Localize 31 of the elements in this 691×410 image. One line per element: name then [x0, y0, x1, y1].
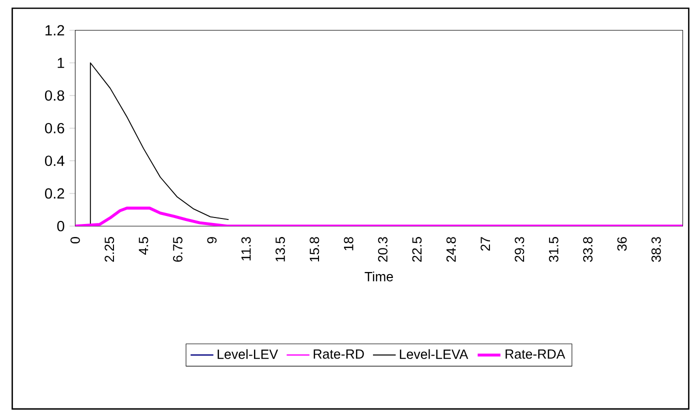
y-tick-label: 1.2 — [46, 25, 64, 36]
legend-label: Level-LEVA — [400, 349, 468, 359]
x-tick-label: 27 — [480, 237, 490, 251]
legend-label: Level-LEV — [218, 349, 278, 359]
x-tick-label: 31.5 — [548, 236, 558, 262]
y-tick-label: 0.4 — [45, 156, 64, 166]
x-tick-label: 22.5 — [412, 236, 422, 262]
x-tick-label: 36 — [617, 236, 627, 251]
x-tick-label: 29.3 — [514, 236, 524, 262]
x-tick-label: 24.8 — [446, 236, 456, 262]
x-tick-label: 0 — [70, 236, 80, 244]
x-axis-title: Time — [364, 271, 393, 282]
x-tick-label: 9 — [207, 236, 217, 244]
x-tick-label: 20.3 — [378, 236, 388, 262]
line-series — [75, 206, 683, 226]
x-tick-label: 11.3 — [241, 236, 251, 260]
y-tick-label: 1 — [58, 58, 64, 68]
x-tick-label: 33.8 — [583, 236, 593, 262]
x-tick-label: 13.5 — [276, 236, 285, 262]
y-tick-label: 0.6 — [45, 122, 64, 134]
legend-label: Rate-RDA — [506, 349, 566, 359]
x-tick-label: 15.8 — [310, 236, 320, 262]
legend-label: Rate-RD — [314, 349, 364, 359]
y-tick-label: 0 — [57, 220, 64, 232]
y-tick-label: 0.2 — [45, 188, 64, 199]
x-tick-label: 18 — [344, 236, 354, 250]
x-tick-label: 4.5 — [138, 236, 148, 255]
y-tick-label: 0.8 — [45, 90, 64, 101]
x-tick-label: 38.3 — [651, 236, 661, 262]
x-tick-label: 2.25 — [104, 236, 114, 262]
x-tick-label: 6.75 — [173, 236, 182, 262]
